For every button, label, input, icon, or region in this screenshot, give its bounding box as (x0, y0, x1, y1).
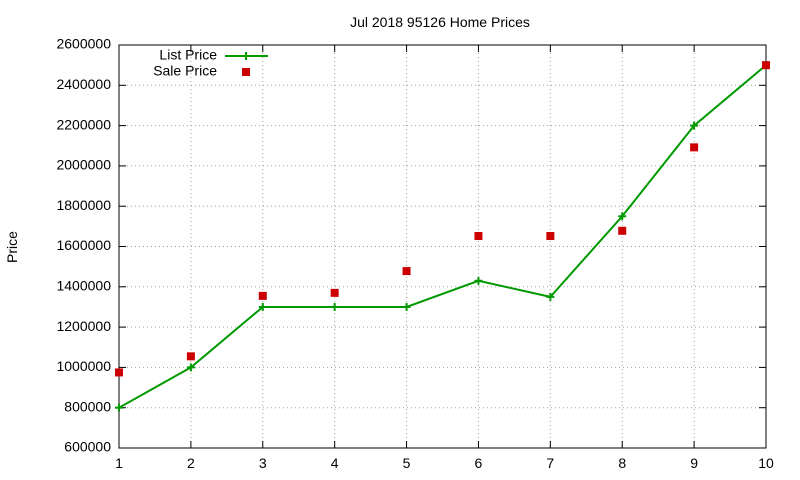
list-price-line (118, 64, 767, 409)
legend-swatch-sale-price (242, 68, 250, 76)
y-tick-label: 2400000 (56, 76, 111, 92)
y-axis-label: Price (4, 231, 20, 263)
y-tick-label: 2600000 (56, 36, 111, 52)
plot-frame (118, 44, 767, 449)
x-tick-label: 6 (475, 455, 483, 471)
sale-price-point (762, 61, 770, 70)
list-price-point (330, 302, 339, 311)
x-tick-label: 3 (259, 455, 267, 471)
axis-ticks: 600000 800000 1000000 1200000 1400000 1600000… (56, 36, 774, 471)
x-tick-label: 4 (331, 455, 339, 471)
sale-price-point (330, 288, 339, 297)
grid (119, 45, 766, 448)
list-price-point (546, 292, 555, 301)
x-tick-label: 7 (546, 455, 554, 471)
y-tick-label: 600000 (64, 439, 111, 455)
y-tick-label: 800000 (64, 398, 111, 414)
x-tick-label: 9 (690, 455, 698, 471)
sale-price-point (402, 267, 411, 276)
list-price-point (402, 302, 411, 311)
sale-price-point (474, 232, 483, 241)
x-tick-label: 5 (403, 455, 411, 471)
y-tick-label: 1400000 (56, 278, 111, 294)
y-tick-label: 1800000 (56, 197, 111, 213)
legend-label-list-price: List Price (159, 47, 217, 63)
x-tick-label: 1 (115, 455, 123, 471)
list-price-point (474, 276, 483, 285)
y-tick-label: 1200000 (56, 318, 111, 334)
list-price-point (186, 363, 195, 372)
legend: List Price Sale Price (153, 47, 268, 79)
sale-price-point (115, 368, 123, 377)
list-price-point (618, 212, 627, 221)
x-tick-label: 2 (187, 455, 195, 471)
sale-price-point (690, 143, 699, 152)
sale-price-point (186, 352, 195, 361)
x-tick-label: 10 (758, 455, 774, 471)
sale-price-point (546, 232, 555, 241)
sale-price-point (258, 291, 267, 300)
y-tick-label: 1000000 (56, 358, 111, 374)
y-tick-label: 1600000 (56, 237, 111, 253)
x-tick-label: 8 (618, 455, 626, 471)
legend-label-sale-price: Sale Price (153, 63, 217, 79)
chart-title: Jul 2018 95126 Home Prices (350, 14, 530, 30)
series (115, 61, 770, 412)
list-price-point (690, 121, 699, 130)
y-tick-label: 2000000 (56, 157, 111, 173)
list-price-point (115, 403, 123, 412)
list-price-point (258, 302, 267, 311)
y-tick-label: 2200000 (56, 116, 111, 132)
sale-price-point (618, 226, 627, 235)
